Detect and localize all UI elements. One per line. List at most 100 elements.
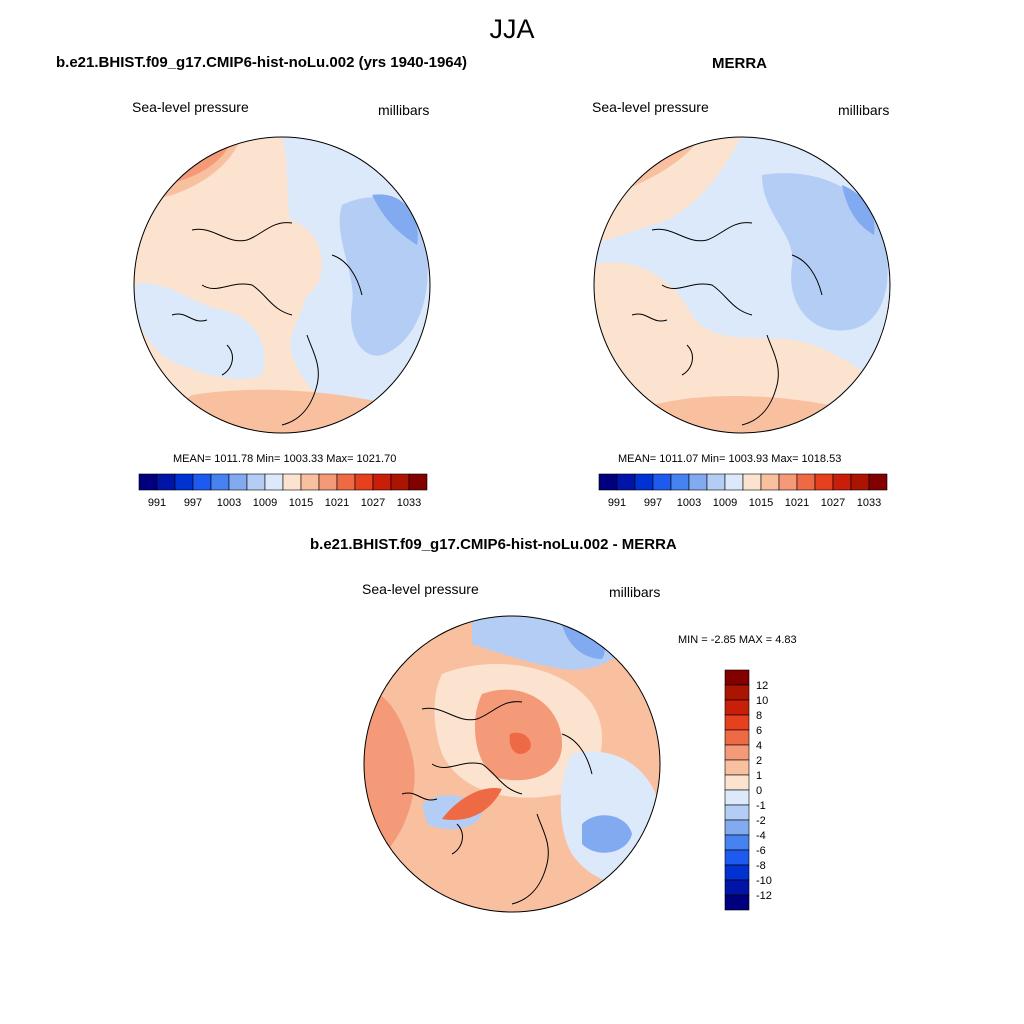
colorbar-tick-label: 1015: [289, 497, 313, 509]
colorbar-tick-label: -10: [756, 875, 772, 887]
colorbar-cell: [724, 819, 750, 836]
colorbar-cell: [724, 759, 750, 776]
colorbar-cell: [300, 473, 320, 491]
colorbar-tick-label: 1021: [785, 497, 809, 509]
colorbar-tick-label: 8: [756, 710, 762, 722]
colorbar-tick-label: 1033: [857, 497, 881, 509]
diff-red-pole-core: [509, 732, 531, 754]
obs-units-label: millibars: [838, 102, 890, 118]
colorbar-cell: [724, 849, 750, 866]
colorbar-tick-label: -2: [756, 815, 766, 827]
colorbar-cell: [724, 774, 750, 791]
model-units-label: millibars: [378, 102, 430, 118]
map-boundary: [363, 615, 661, 913]
colorbar-tick-label: 1003: [217, 497, 241, 509]
colorbar-cell: [724, 864, 750, 881]
colorbar-cell: [724, 684, 750, 701]
colorbar-cell: [688, 473, 708, 491]
colorbar-cell: [210, 473, 230, 491]
colorbar-cell: [724, 669, 750, 686]
colorbar-cell: [264, 473, 284, 491]
colorbar-cell: [192, 473, 212, 491]
colorbar-cell: [318, 473, 338, 491]
colorbar-cell: [850, 473, 870, 491]
colorbar-tick-label: -4: [756, 830, 766, 842]
colorbar-tick-label: 997: [644, 497, 662, 509]
obs-panel-title: MERRA: [712, 55, 767, 72]
colorbar-cell: [724, 729, 750, 746]
diff-blue-east-core: [582, 815, 632, 853]
colorbar-tick-label: 997: [184, 497, 202, 509]
obs-polar-map: [593, 136, 891, 434]
colorbar-tick-label: 991: [608, 497, 626, 509]
diff-red-lowerleft-core: [442, 788, 502, 820]
colorbar-cell: [174, 473, 194, 491]
map-boundary: [593, 136, 891, 434]
colorbar-tick-label: 1015: [749, 497, 773, 509]
diff-units-label: millibars: [609, 584, 661, 600]
colorbar-cell: [670, 473, 690, 491]
colorbar-cell: [724, 744, 750, 761]
model-low-east-core: [372, 194, 418, 245]
obs-high-south: [594, 395, 890, 433]
colorbar-tick-label: 1033: [397, 497, 421, 509]
colorbar-cell: [156, 473, 176, 491]
colorbar-tick-label: 12: [756, 680, 768, 692]
colorbar-tick-label: -8: [756, 860, 766, 872]
colorbar-cell: [778, 473, 798, 491]
colorbar-cell: [246, 473, 266, 491]
obs-pale-red-band: [594, 262, 890, 433]
colorbar-cell: [724, 714, 750, 731]
colorbar-tick-label: -6: [756, 845, 766, 857]
colorbar-cell: [724, 473, 744, 491]
colorbar-cell: [228, 473, 248, 491]
colorbar-tick-label: 2: [756, 755, 762, 767]
colorbar-tick-label: 6: [756, 725, 762, 737]
colorbar-cell: [868, 473, 888, 491]
colorbar-cell: [354, 473, 374, 491]
colorbar-cell: [742, 473, 762, 491]
colorbar-tick-label: 4: [756, 740, 762, 752]
model-stats: MEAN= 1011.78 Min= 1003.33 Max= 1021.70: [173, 453, 397, 465]
colorbar-tick-label: -12: [756, 890, 772, 902]
colorbar-cell: [724, 804, 750, 821]
model-coastline: [171, 222, 363, 426]
obs-stats: MEAN= 1011.07 Min= 1003.93 Max= 1018.53: [618, 453, 842, 465]
colorbar-cell: [634, 473, 654, 491]
colorbar-cell: [652, 473, 672, 491]
diff-left-label: Sea-level pressure: [362, 581, 479, 597]
diff-panel-title: b.e21.BHIST.f09_g17.CMIP6-hist-noLu.002 …: [310, 536, 677, 553]
model-blue-west: [134, 283, 265, 379]
model-high-south: [134, 389, 430, 433]
diff-polar-map: [363, 615, 661, 913]
obs-coastline: [631, 222, 823, 426]
model-pale-pole: [231, 217, 322, 306]
colorbar-cell: [616, 473, 636, 491]
colorbar-tick-label: 1003: [677, 497, 701, 509]
obs-colorbar: 991 997 1003 1009 1015 1021 1027 1033: [598, 473, 888, 509]
map-boundary: [133, 136, 431, 434]
colorbar-cell: [724, 699, 750, 716]
colorbar-cell: [372, 473, 392, 491]
colorbar-cell: [724, 894, 750, 911]
diff-stats: MIN = -2.85 MAX = 4.83: [678, 634, 797, 646]
model-panel-title: b.e21.BHIST.f09_g17.CMIP6-hist-noLu.002 …: [56, 54, 467, 71]
colorbar-tick-label: 991: [148, 497, 166, 509]
colorbar-tick-label: 1009: [253, 497, 277, 509]
colorbar-cell: [408, 473, 428, 491]
colorbar-tick-label: -1: [756, 800, 766, 812]
colorbar-cell: [814, 473, 834, 491]
colorbar-tick-label: 1027: [821, 497, 845, 509]
obs-left-label: Sea-level pressure: [592, 99, 709, 115]
colorbar-cell: [724, 879, 750, 896]
colorbar-tick-label: 10: [756, 695, 768, 707]
obs-low-east-core: [842, 185, 875, 235]
colorbar-tick-label: 0: [756, 785, 762, 797]
colorbar-tick-label: 1: [756, 770, 762, 782]
colorbar-cell: [760, 473, 780, 491]
colorbar-cell: [336, 473, 356, 491]
model-polar-map: [133, 136, 431, 434]
colorbar-tick-label: 1021: [325, 497, 349, 509]
colorbar-cell: [724, 834, 750, 851]
